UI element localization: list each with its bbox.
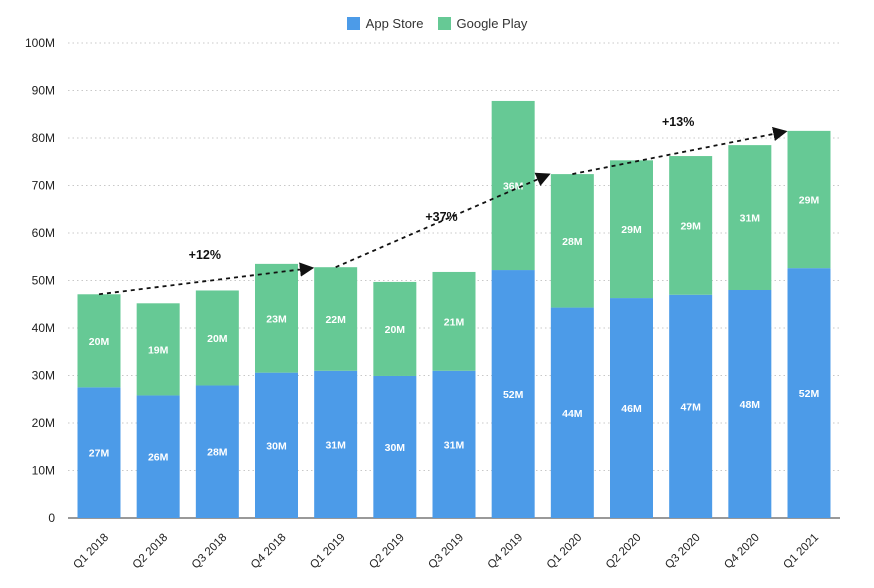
legend-label-app-store: App Store (365, 16, 424, 31)
bar-segment-app-store[interactable] (77, 387, 121, 518)
x-tick-label: Q2 2019 (367, 532, 407, 572)
data-label: 46M (621, 403, 642, 415)
bar-segment-app-store[interactable] (432, 370, 476, 518)
legend-item-app-store[interactable]: App Store (346, 16, 424, 31)
y-tick-label: 20M (32, 416, 55, 430)
legend-swatch-app-store (346, 17, 360, 30)
data-label: 29M (680, 220, 701, 232)
x-tick-label: Q1 2021 (781, 532, 821, 572)
data-label: 26M (148, 452, 169, 464)
growth-arrow (98, 262, 315, 296)
bar-segment-google-play[interactable] (669, 156, 713, 295)
data-label: 52M (503, 389, 524, 401)
y-tick-label: 70M (32, 179, 55, 193)
data-label: 31M (325, 439, 346, 451)
growth-label: +13% (662, 115, 694, 129)
data-label: 19M (148, 344, 169, 356)
data-label: 44M (562, 408, 583, 420)
legend: App Store Google Play (0, 16, 874, 31)
bar-segment-google-play[interactable] (373, 281, 417, 376)
growth-label: +37% (425, 210, 457, 224)
data-label: 48M (740, 399, 761, 411)
data-label: 20M (207, 333, 228, 345)
data-label: 21M (444, 316, 465, 328)
bar-segment-app-store[interactable] (728, 290, 772, 518)
data-label: 23M (266, 313, 287, 325)
data-label: 20M (385, 324, 406, 336)
x-tick-label: Q2 2018 (131, 532, 171, 572)
x-tick-label: Q1 2020 (545, 532, 585, 572)
y-tick-label: 80M (32, 131, 55, 145)
data-label: 31M (444, 439, 465, 451)
data-label: 29M (799, 195, 820, 207)
data-label: 20M (89, 336, 110, 348)
bar-segment-google-play[interactable] (195, 290, 239, 386)
x-tick-label: Q1 2019 (308, 532, 348, 572)
y-tick-label: 90M (32, 84, 55, 98)
data-label: 22M (325, 314, 346, 326)
x-tick-label: Q4 2019 (486, 532, 526, 572)
bar-segment-app-store[interactable] (669, 294, 713, 518)
data-label: 52M (799, 388, 820, 400)
bar-segment-app-store[interactable] (136, 395, 180, 518)
data-label: 29M (621, 224, 642, 236)
x-tick-label: Q4 2020 (722, 532, 762, 572)
bar-segment-app-store[interactable] (491, 270, 535, 518)
y-tick-label: 10M (32, 464, 55, 478)
growth-arrow (335, 172, 551, 269)
bar-segment-app-store[interactable] (550, 307, 594, 518)
x-tick-label: Q4 2018 (249, 532, 289, 572)
x-tick-label: Q3 2019 (426, 532, 466, 572)
bar-segment-google-play[interactable] (491, 100, 535, 271)
data-label: 31M (740, 213, 761, 225)
y-tick-label: 30M (32, 369, 55, 383)
data-label: 30M (385, 442, 406, 454)
bar-segment-app-store[interactable] (373, 375, 417, 518)
x-tick-label: Q1 2018 (71, 532, 111, 572)
bar-segment-app-store[interactable] (195, 385, 239, 518)
legend-label-google-play: Google Play (456, 16, 528, 31)
legend-item-google-play[interactable]: Google Play (437, 16, 528, 31)
bar-segment-google-play[interactable] (728, 145, 772, 290)
y-tick-label: 40M (32, 321, 55, 335)
bar-segment-google-play[interactable] (432, 271, 476, 371)
x-tick-label: Q3 2018 (190, 532, 230, 572)
bar-segment-google-play[interactable] (255, 263, 298, 373)
bar-segment-app-store[interactable] (610, 298, 653, 518)
y-tick-label: 60M (32, 226, 55, 240)
bar-segment-app-store[interactable] (255, 372, 298, 518)
legend-swatch-google-play (437, 17, 451, 30)
x-tick-label: Q3 2020 (663, 532, 703, 572)
data-label: 30M (266, 440, 287, 452)
annotations: +12% +37% +13% (98, 115, 788, 296)
growth-label: +12% (189, 248, 221, 262)
x-axis: Q1 2018 Q2 2018 Q3 2018 Q4 2018 Q1 2019 Q2 20… (71, 532, 821, 572)
x-tick-label: Q2 2020 (604, 532, 644, 572)
data-label: 36M (503, 181, 524, 193)
growth-arrow (572, 126, 788, 175)
y-tick-label: 50M (32, 274, 55, 288)
bar-segment-google-play[interactable] (314, 267, 358, 371)
bar-segment-google-play[interactable] (787, 130, 831, 269)
bar-segment-google-play[interactable] (136, 303, 180, 396)
bar-segment-google-play[interactable] (610, 160, 653, 299)
bar-segment-app-store[interactable] (787, 268, 831, 518)
data-label: 47M (680, 401, 701, 413)
y-tick-label: 0 (48, 511, 55, 525)
bar-segment-app-store[interactable] (314, 370, 358, 518)
data-label: 27M (89, 448, 110, 460)
bars: 27M 20M 26M 19M 28M 20M 30M 23M 31M 22M 30M 20M 31M 2… (77, 100, 831, 518)
y-tick-label: 100M (25, 36, 55, 50)
data-label: 28M (562, 236, 583, 248)
bar-segment-google-play[interactable] (77, 294, 121, 388)
data-label: 28M (207, 447, 228, 459)
bar-segment-google-play[interactable] (550, 174, 594, 308)
